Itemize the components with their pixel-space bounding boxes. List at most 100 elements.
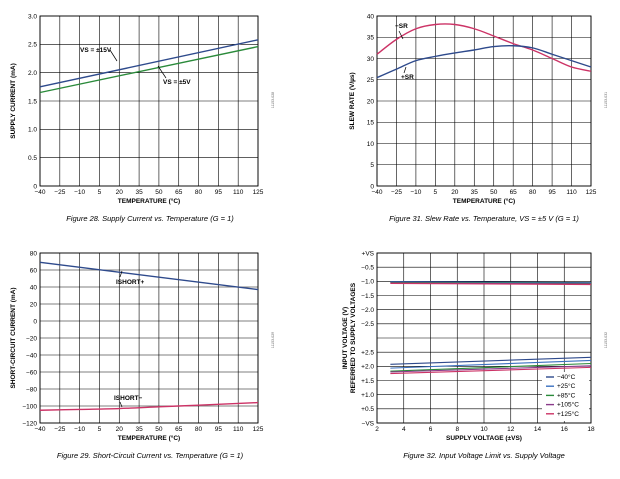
x-tick-label: 5 [98, 426, 102, 433]
series-line [39, 45, 259, 94]
plot-frame [376, 252, 592, 424]
x-tick-label: 65 [175, 426, 183, 433]
series-line [39, 401, 259, 411]
x-tick-label: −10 [74, 426, 85, 433]
y-tick-label: 40 [30, 284, 38, 291]
y-tick-label: 80 [30, 250, 38, 257]
x-tick-label: 110 [566, 189, 577, 196]
x-tick-label: 95 [215, 189, 223, 196]
x-axis-label: TEMPERATURE (°C) [453, 197, 515, 205]
annotation-label: −SR [395, 23, 408, 30]
legend-label: +125°C [557, 410, 579, 418]
y-tick-label: −80 [26, 386, 37, 393]
legend-label: −40°C [557, 373, 576, 381]
y-tick-label: 30 [367, 56, 375, 63]
x-tick-label: 20 [116, 426, 124, 433]
x-tick-label: 5 [434, 189, 438, 196]
x-tick-label: 8 [455, 426, 459, 433]
plot-frame [39, 252, 259, 424]
series-line-lower [390, 362, 592, 372]
series-line-lower [390, 366, 592, 375]
series-line-lower [390, 356, 592, 365]
x-tick-label: 65 [510, 189, 518, 196]
y-tick-label: 3.0 [28, 13, 37, 20]
y-tick-label: 20 [30, 301, 38, 308]
y-tick-label: 10 [367, 141, 375, 148]
y-tick-label: 0 [33, 183, 37, 190]
legend: −40°C+25°C+85°C +105°C+125°C [542, 372, 589, 421]
y-tick-label: +2.0 [361, 364, 374, 371]
x-tick-label: 5 [98, 189, 102, 196]
x-tick-label: −40 [34, 189, 45, 196]
y-tick-label: +1.5 [361, 378, 374, 385]
annotation-label: ISHORT− [114, 395, 143, 402]
y-tick-label: 0.5 [28, 155, 37, 162]
x-tick-label: 4 [402, 426, 406, 433]
x-tick-label: −25 [54, 189, 65, 196]
series-line [39, 39, 259, 88]
y-axis-label: SHORT-CIRCUIT CURRENT (mA) [10, 287, 17, 388]
series-line [376, 23, 592, 72]
chart-fig32: 2 4 6 8 10 12 14 16 18 +VS −0.5 −1.0 −1.5 −2.0 −2.5 +2.… [342, 250, 608, 460]
y-tick-label: −60 [26, 369, 37, 376]
x-tick-label: 35 [471, 189, 479, 196]
figure-id: 11153-032 [604, 332, 608, 348]
y-tick-label: 0 [370, 183, 374, 190]
y-tick-label: 5 [370, 162, 374, 169]
annotation-label: +SR [401, 74, 414, 81]
series-line-upper [390, 282, 592, 286]
y-tick-label: −1.0 [361, 279, 374, 286]
annotation-arrow [398, 30, 404, 40]
y-axis-label: SLEW RATE (V/µs) [349, 72, 356, 129]
y-tick-label: +VS [362, 250, 375, 257]
y-tick-label: −2.5 [361, 321, 374, 328]
x-tick-label: 12 [507, 426, 515, 433]
y-tick-label: −120 [22, 420, 37, 427]
annotation-label: VS = ±15V [80, 47, 112, 54]
x-tick-label: 80 [195, 426, 203, 433]
x-tick-label: 95 [215, 426, 223, 433]
y-axis-label-line2: REFERRED TO SUPPLY VOLTAGES [350, 282, 357, 393]
annotation-label: ISHORT+ [116, 279, 145, 286]
figure-caption: Figure 32. Input Voltage Limit vs. Suppl… [403, 451, 565, 460]
x-tick-label: 95 [548, 189, 556, 196]
x-axis-label: SUPPLY VOLTAGE (±VS) [446, 435, 522, 442]
y-tick-label: 2.0 [28, 70, 37, 77]
y-tick-label: 20 [367, 98, 375, 105]
chart-fig28: −40 −25 −10 5 20 35 50 65 80 95 110 125 0 0.5 1.0 1.5 2.… [10, 13, 275, 223]
y-axis-label: SUPPLY CURRENT (mA) [10, 63, 17, 138]
annotation-arrow [119, 270, 123, 278]
plot-frame [376, 15, 592, 187]
x-tick-label: −10 [74, 189, 85, 196]
x-tick-label: 18 [587, 426, 595, 433]
x-tick-label: 10 [480, 426, 488, 433]
y-tick-label: +0.5 [361, 406, 374, 413]
x-tick-label: 16 [561, 426, 569, 433]
annotation-arrow [109, 49, 118, 62]
y-tick-label: −0.5 [361, 264, 374, 271]
y-tick-label: −1.5 [361, 293, 374, 300]
x-tick-label: 35 [135, 189, 143, 196]
y-tick-label: 1.5 [28, 98, 37, 105]
x-tick-label: 35 [135, 426, 143, 433]
figure-caption: Figure 28. Supply Current vs. Temperatur… [66, 214, 234, 223]
legend-label: +25°C [557, 382, 576, 390]
x-tick-label: 110 [233, 426, 244, 433]
x-tick-label: 20 [116, 189, 124, 196]
x-tick-label: 2 [375, 426, 379, 433]
x-tick-label: 50 [155, 189, 163, 196]
y-tick-label: +2.5 [361, 349, 374, 356]
figure-id: 11153-029 [271, 332, 275, 348]
x-axis-label: TEMPERATURE (°C) [118, 434, 180, 442]
y-axis-label: INPUT VOLTAGE (V) [342, 307, 349, 369]
legend-label: +85°C [557, 391, 576, 399]
x-tick-label: −40 [371, 189, 382, 196]
x-tick-label: −25 [391, 189, 402, 196]
series-line-lower [390, 359, 592, 369]
x-tick-label: 80 [195, 189, 203, 196]
y-tick-label: 1.0 [28, 127, 37, 134]
x-tick-label: 125 [253, 426, 264, 433]
y-tick-label: −100 [22, 403, 37, 410]
